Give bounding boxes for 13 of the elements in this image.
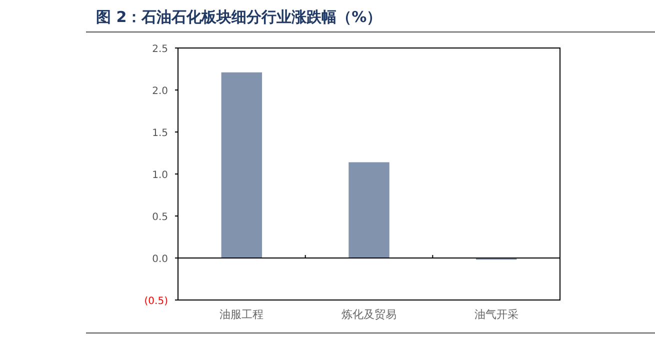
y-tick-label: (0.5) [144, 296, 168, 307]
y-tick-label: 2.5 [152, 44, 168, 55]
x-tick-label: 油服工程 [220, 308, 264, 321]
chart-title: 图 2：石油石化板块细分行业涨跌幅（%） [96, 8, 382, 26]
y-tick-label: 0.5 [152, 212, 168, 223]
y-tick-label: 2.0 [152, 86, 168, 97]
y-tick-label: 1.0 [152, 170, 168, 181]
x-tick-label: 油气开采 [474, 308, 518, 321]
x-tick-label: 炼化及贸易 [342, 308, 396, 321]
bar [348, 162, 390, 258]
bar [221, 72, 262, 258]
y-tick-label: 1.5 [152, 128, 168, 139]
y-tick-label: 0.0 [152, 254, 168, 265]
